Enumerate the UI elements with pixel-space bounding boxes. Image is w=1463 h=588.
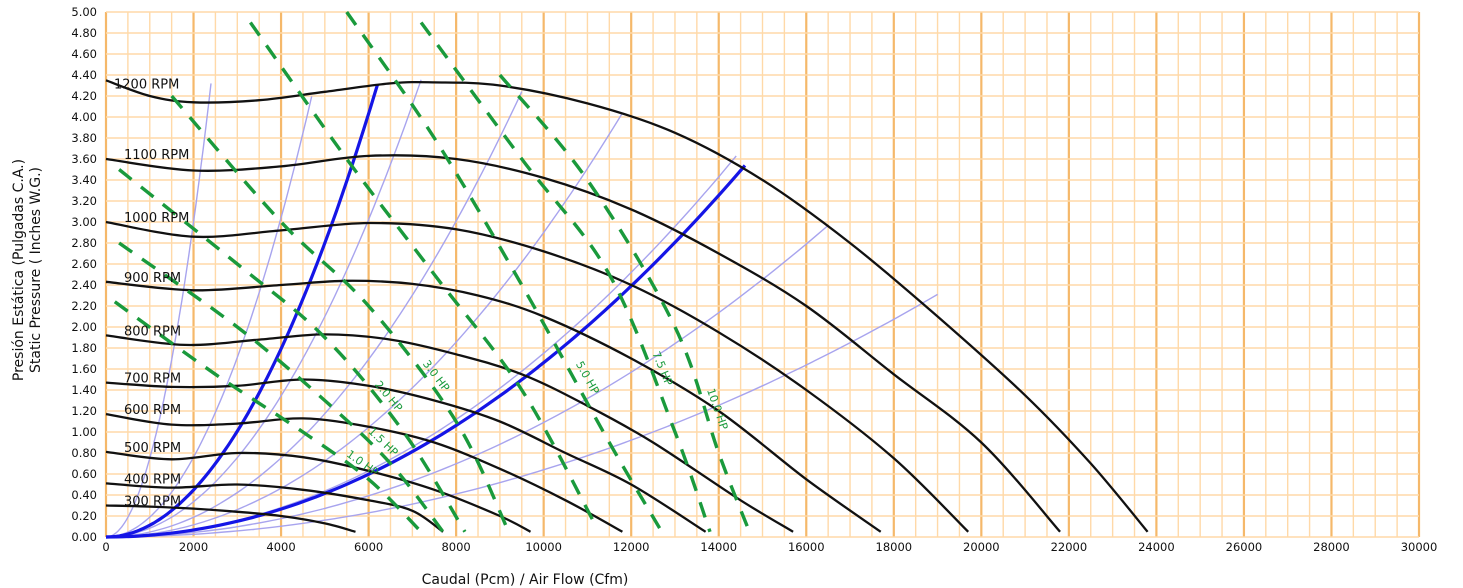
y-tick-label: 3.20 (71, 194, 97, 208)
rpm-label: 400 RPM (124, 472, 181, 487)
y-tick-label: 0.60 (71, 467, 97, 481)
y-tick-label: 4.80 (71, 26, 97, 40)
x-tick-label: 10000 (525, 540, 562, 554)
rpm-curve (105, 378, 707, 533)
x-tick-label: 28000 (1313, 540, 1350, 554)
hp-curve (170, 94, 511, 533)
x-tick-label: 0 (102, 540, 109, 554)
x-axis-title: Caudal (Pcm) / Air Flow (Cfm) (422, 572, 629, 588)
rpm-curve (105, 450, 532, 533)
x-tick-label: 8000 (441, 540, 470, 554)
y-tick-label: 3.00 (71, 215, 97, 229)
y-tick-label: 1.00 (71, 425, 97, 439)
y-tick-label: 0.40 (71, 488, 97, 502)
y-tick-label: 3.80 (71, 131, 97, 145)
y-tick-label: 4.60 (71, 47, 97, 61)
y-tick-label: 3.40 (71, 173, 97, 187)
rpm-label: 500 RPM (124, 441, 181, 456)
y-tick-label: 2.40 (71, 278, 97, 292)
rpm-label: 900 RPM (124, 271, 181, 286)
x-tick-label: 20000 (963, 540, 1000, 554)
y-tick-label: 4.00 (71, 110, 97, 124)
x-tick-label: 26000 (1226, 540, 1263, 554)
hp-curve (249, 21, 598, 528)
rpm-curve (105, 220, 970, 533)
rpm-curve (105, 279, 882, 533)
y-tick-label: 2.80 (71, 236, 97, 250)
y-axis-title: Presión Estática (Pulgadas C.A.) Static … (11, 159, 44, 381)
y-tick-label: 5.00 (71, 5, 97, 19)
rpm-curve (105, 482, 444, 533)
rpm-label: 1200 RPM (114, 77, 179, 92)
rpm-label: 800 RPM (124, 324, 181, 339)
x-tick-label: 18000 (876, 540, 913, 554)
hp-label: 5.0 HP (573, 359, 602, 397)
y-tick-label: 0.80 (71, 446, 97, 460)
rpm-label: 1100 RPM (124, 148, 189, 163)
rpm-label: 1000 RPM (124, 211, 189, 226)
x-tick-label: 6000 (354, 540, 383, 554)
y-tick-label: 4.20 (71, 89, 97, 103)
rpm-curve (105, 79, 1149, 533)
hp-curves (113, 11, 751, 533)
y-tick-label: 0.20 (71, 509, 97, 523)
rpm-curve (105, 154, 1061, 533)
hp-curve (113, 300, 423, 533)
x-tick-label: 14000 (700, 540, 737, 554)
system-curve (105, 112, 624, 538)
hp-curve (118, 168, 467, 533)
y-tick-label: 4.40 (71, 68, 97, 82)
y-axis-title-line-2: Static Pressure ( Inches W.G.) (28, 167, 44, 373)
rpm-curve (105, 412, 623, 533)
x-tick-label: 2000 (179, 540, 208, 554)
system-curve (105, 293, 938, 538)
rpm-curves (105, 79, 1149, 533)
x-tick-label: 4000 (266, 540, 295, 554)
y-tick-label: 1.60 (71, 362, 97, 376)
x-tick-label: 16000 (788, 540, 825, 554)
y-tick-label: 2.60 (71, 257, 97, 271)
x-tick-label: 12000 (613, 540, 650, 554)
grid (104, 11, 1421, 538)
y-axis-title-line-1: Presión Estática (Pulgadas C.A.) (11, 159, 27, 381)
system-curve (105, 224, 829, 538)
x-tick-label: 24000 (1138, 540, 1175, 554)
y-tick-label: 2.20 (71, 299, 97, 313)
x-tick-label: 30000 (1401, 540, 1438, 554)
system-curve-bold (105, 164, 747, 539)
y-tick-label: 1.40 (71, 383, 97, 397)
rpm-curve (105, 333, 794, 533)
rpm-label: 300 RPM (124, 495, 181, 510)
y-tick-label: 0.00 (71, 530, 97, 544)
hp-curve (498, 73, 751, 533)
system-curve (105, 79, 422, 538)
tick-labels: 0 2000 4000 6000 8000 10000 12000 14000 16000 180… (71, 5, 1437, 554)
hp-curve (419, 21, 712, 533)
rpm-label: 600 RPM (124, 403, 181, 418)
y-tick-label: 2.00 (71, 320, 97, 334)
y-tick-label: 1.80 (71, 341, 97, 355)
rpm-label: 700 RPM (124, 372, 181, 387)
x-tick-label: 22000 (1051, 540, 1088, 554)
y-tick-label: 1.20 (71, 404, 97, 418)
hp-curve (118, 241, 445, 533)
y-tick-label: 3.60 (71, 152, 97, 166)
rpm-curve (105, 504, 356, 533)
